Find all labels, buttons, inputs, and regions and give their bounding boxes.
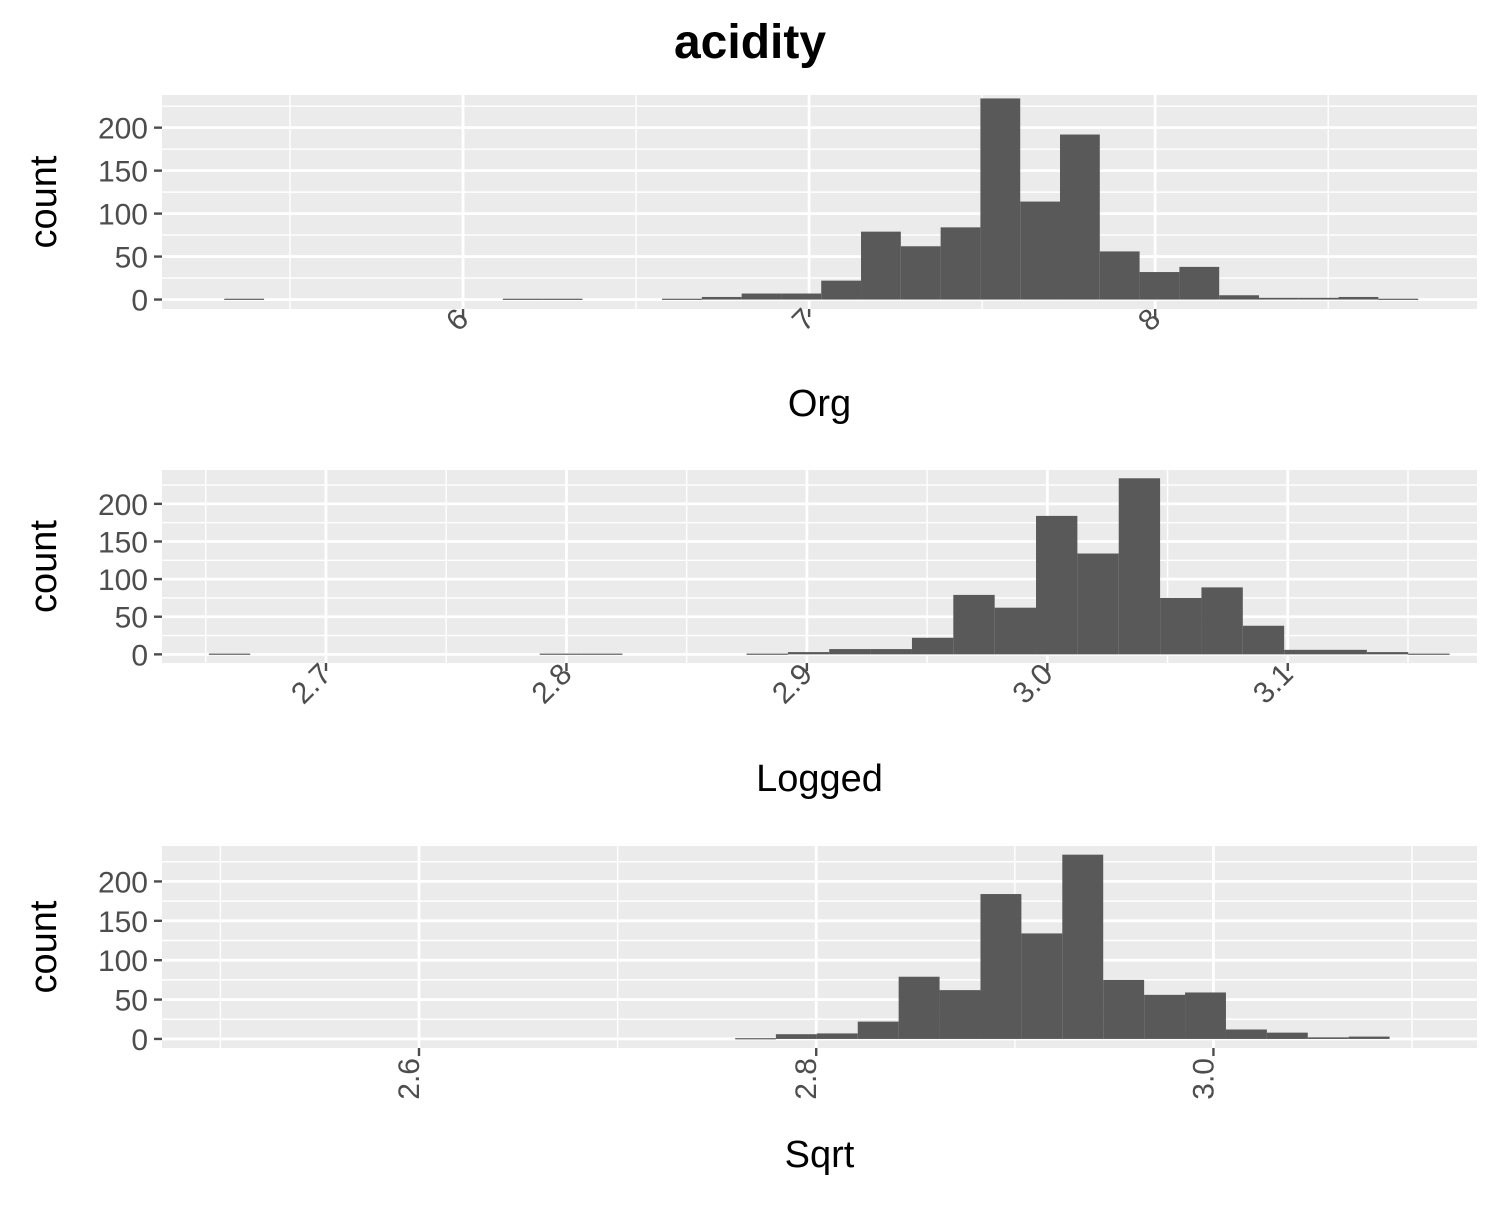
histogram-bar	[861, 231, 901, 300]
histogram-bar	[1077, 553, 1119, 655]
histogram-bar	[980, 98, 1021, 300]
histogram-bar	[816, 1033, 858, 1039]
histogram-bar	[1139, 272, 1180, 300]
histogram-bar	[994, 607, 1037, 655]
histogram-bar	[1160, 597, 1202, 655]
panel-background	[162, 95, 1477, 309]
x-tick-label: 3.1	[1247, 658, 1300, 711]
histogram-bar	[1284, 649, 1326, 655]
histogram-bar	[701, 296, 742, 300]
histogram-bar	[1185, 992, 1226, 1039]
panel-background	[162, 846, 1477, 1048]
histogram-bar	[1378, 298, 1419, 300]
histogram-bar	[953, 594, 995, 655]
y-tick-label: 150	[98, 906, 148, 939]
x-tick-label: 2.6	[393, 1058, 426, 1100]
y-tick-label: 50	[115, 985, 148, 1018]
x-tick-label: 2.9	[766, 658, 819, 711]
histogram-bar	[1179, 266, 1220, 300]
x-axis-title: Sqrt	[785, 1134, 855, 1176]
histogram-bar	[1036, 515, 1078, 655]
histogram-bar	[940, 227, 981, 300]
histogram-bar	[939, 990, 981, 1039]
y-tick-label: 50	[115, 242, 148, 275]
histogram-bar	[502, 298, 543, 300]
y-tick-label: 0	[131, 1024, 148, 1057]
histogram-bar	[1219, 295, 1259, 300]
histogram-bar	[1298, 297, 1339, 300]
histogram-bar	[662, 298, 702, 300]
histogram-bar	[911, 637, 954, 655]
histogram-bar	[208, 653, 251, 655]
histogram-bar	[1099, 251, 1140, 300]
histogram-bar	[1307, 1037, 1349, 1039]
histogram-bar	[581, 653, 623, 655]
histogram-bar	[1325, 649, 1367, 655]
histogram-bar	[1144, 994, 1186, 1039]
y-axis-title: count	[23, 900, 65, 993]
y-tick-label: 100	[98, 564, 148, 597]
y-axis-title: count	[23, 520, 65, 613]
histogram-bar	[980, 894, 1022, 1039]
y-tick-label: 150	[98, 156, 148, 189]
histogram-panel: 0 50 100 150 200 2.6 2.8 3.0 Sqrt count	[23, 846, 1477, 1176]
histogram-bar	[829, 649, 871, 655]
histogram-bar	[1258, 297, 1299, 300]
histogram-bar	[781, 293, 822, 300]
y-tick-label: 200	[98, 866, 148, 899]
histogram-bar	[821, 280, 862, 300]
y-tick-label: 50	[115, 602, 148, 635]
x-tick-label: 3.0	[1007, 658, 1060, 711]
histogram-bar	[1021, 933, 1063, 1039]
histogram-bar	[1062, 854, 1104, 1039]
histogram-bar	[1338, 296, 1379, 300]
histogram-bar	[542, 298, 583, 300]
y-tick-label: 200	[98, 489, 148, 522]
y-tick-label: 100	[98, 199, 148, 232]
y-tick-label: 0	[131, 639, 148, 672]
histogram-bar	[1348, 1036, 1390, 1039]
histogram-bar	[1408, 653, 1450, 655]
histogram-bar	[741, 293, 782, 300]
histogram-bar	[900, 246, 941, 300]
histogram-bar	[1266, 1032, 1308, 1039]
histogram-bar	[1060, 134, 1100, 300]
histogram-bar	[1242, 625, 1285, 655]
histogram-bar	[857, 1021, 899, 1039]
histogram-bar	[224, 298, 265, 300]
histogram-bar	[735, 1038, 776, 1040]
histogram-bar	[746, 653, 788, 655]
y-tick-label: 200	[98, 113, 148, 146]
histogram-bar	[1366, 652, 1409, 655]
x-axis-title: Org	[788, 383, 851, 425]
histogram-bar	[870, 649, 912, 655]
histogram-bar	[775, 1034, 817, 1039]
x-tick-label: 2.7	[285, 658, 338, 711]
histogram-bar	[1225, 1029, 1267, 1039]
x-tick-label: 3.0	[1187, 1058, 1220, 1100]
histogram-bar	[1118, 478, 1161, 655]
x-tick-label: 2.8	[790, 1058, 823, 1100]
histogram-bar	[898, 976, 940, 1039]
histogram-bar	[539, 653, 582, 655]
x-axis-title: Logged	[756, 758, 883, 800]
chart-title: acidity	[674, 16, 826, 69]
histogram-bar	[1020, 201, 1061, 300]
histogram-panel: 0 50 100 150 200 2.7 2.8 2.9 3.0 3.1 Logged count	[23, 470, 1477, 800]
y-axis-title: count	[23, 155, 65, 248]
y-tick-label: 100	[98, 945, 148, 978]
histogram-bar	[787, 652, 830, 655]
histogram-bar	[1201, 587, 1243, 655]
y-tick-label: 0	[131, 285, 148, 318]
y-tick-label: 150	[98, 526, 148, 559]
x-tick-label: 2.8	[526, 658, 579, 711]
histogram-bar	[1103, 979, 1145, 1039]
